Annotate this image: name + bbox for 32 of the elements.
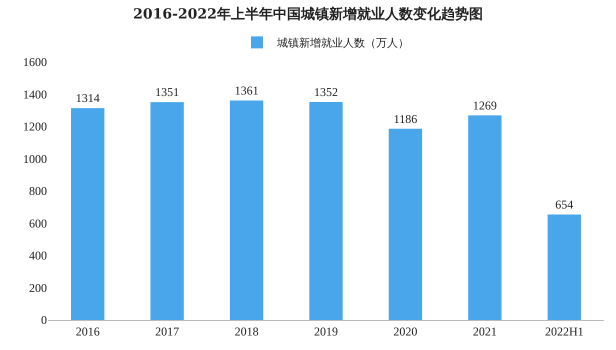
bar [548,214,581,320]
y-tick-label: 0 [41,313,47,328]
x-tick-label: 2021 [472,324,497,338]
y-tick-label: 1600 [23,55,47,70]
bar [309,102,343,320]
bar [71,108,104,320]
bar [230,100,264,320]
data-label: 1361 [234,84,259,98]
data-label: 1314 [76,91,100,106]
y-tick-label: 1200 [23,120,47,134]
data-label: 1186 [394,112,418,126]
chart-title: 2016-2022年上半年中国城镇新增就业人数变化趋势图 [133,6,483,23]
y-tick-label: 200 [29,280,47,295]
x-tick-label: 2016 [76,324,100,338]
y-tick-label: 1000 [23,152,47,166]
bar [468,115,502,320]
x-tick-label: 2020 [393,324,418,338]
bar [150,102,184,320]
y-tick-label: 400 [29,248,47,263]
x-tick-label: 2019 [314,324,338,338]
bar [388,128,422,320]
legend-label: 城镇新增就业人数（万人） [276,36,409,50]
data-label: 1352 [314,84,338,99]
data-label: 654 [555,198,574,212]
y-tick-label: 1400 [23,87,47,102]
x-tick-label: 2018 [234,324,259,338]
x-tick-label: 2017 [155,324,180,338]
x-tick-label: 2022H1 [544,324,584,338]
y-tick-label: 600 [29,216,47,230]
y-tick-label: 800 [29,184,47,198]
data-label: 1351 [155,85,180,100]
data-label: 1269 [472,98,497,112]
